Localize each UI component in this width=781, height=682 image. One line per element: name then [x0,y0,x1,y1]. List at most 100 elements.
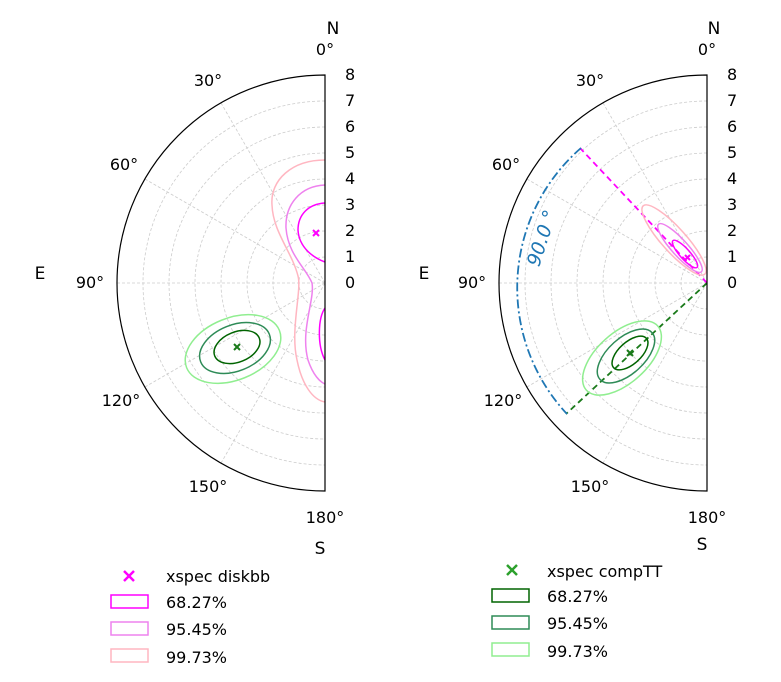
left-contours [184,159,326,403]
right-radial-label-1: 1 [727,247,737,266]
right-magenta-contour-68 [671,239,699,269]
right-legend-label-0: xspec compTT [547,562,663,581]
left-compass-south: S [315,539,326,559]
left-legend-label-0: xspec diskbb [166,567,270,586]
left-angle-label-120: 120° [102,391,141,410]
right-angle-label-120: 120° [484,391,523,410]
left-compass-north: N [327,19,340,39]
left-radial-label-0: 0 [345,273,355,292]
right-grid-ring-6 [550,126,708,440]
right-magenta-bestfit [684,254,691,261]
left-radial-label-1: 1 [345,247,355,266]
left-magenta-bestfit [312,229,320,237]
right-magenta-contour-95 [657,222,703,274]
left-compass-labels: N E S [35,19,340,559]
right-angle-tick-labels: 0° 30° 60° 90° 120° 150° 180° [458,40,726,527]
left-magenta-contour-95 [285,184,326,385]
right-legend-label-3: 99.73% [547,642,608,661]
left-grid-ring-6 [168,126,326,440]
right-radial-label-7: 7 [727,91,737,110]
left-radial-label-5: 5 [345,143,355,162]
left-radial-tick-labels: 0 1 2 3 4 5 6 7 8 [345,65,355,292]
right-compass-south: S [697,535,708,555]
right-compass-labels: N E S [419,19,721,555]
left-angle-label-0: 0° [316,40,334,59]
left-legend-label-1: 68.27% [166,593,227,612]
left-legend-marker-icon [123,570,135,582]
left-bestfit-markers [233,229,320,351]
right-green-bestfit [626,349,634,357]
left-panel: 0° 30° 60° 90° 120° 150° 180° 0 1 2 3 4 … [35,19,356,667]
right-legend-label-2: 95.45% [547,614,608,633]
left-angle-label-90: 90° [76,273,104,292]
left-green-contour-99 [184,313,282,385]
right-bestfit-markers [626,254,691,357]
left-radial-label-4: 4 [345,169,355,188]
right-angle-annotation: 90.0 ° [523,207,562,269]
right-angle-label-90: 90° [458,273,486,292]
right-radial-label-0: 0 [727,273,737,292]
left-legend: xspec diskbb 68.27% 95.45% 99.73% [110,567,270,667]
right-legend-patch-1 [491,588,530,603]
right-radial-label-8: 8 [727,65,737,84]
right-grid-ring-4 [602,178,708,388]
right-grid-spoke-30 [602,102,708,284]
right-radial-label-5: 5 [727,143,737,162]
right-guide-line-green [565,282,708,415]
left-legend-patch-3 [110,648,149,663]
left-legend-label-3: 99.73% [166,648,227,667]
right-compass-north: N [708,19,721,39]
left-legend-patch-2 [110,621,149,636]
left-grid-ring-4 [220,178,326,388]
left-radial-label-6: 6 [345,117,355,136]
right-grid-ring-5 [576,152,708,414]
right-radial-tick-labels: 0 1 2 3 4 5 6 7 8 [727,65,737,292]
right-angle-arc [516,147,582,415]
left-compass-east: E [35,264,46,284]
right-angle-label-0: 0° [698,40,716,59]
right-radial-label-3: 3 [727,195,737,214]
left-radial-label-8: 8 [345,65,355,84]
right-angle-label-150: 150° [571,477,610,496]
left-legend-patch-1 [110,594,149,609]
right-angle-label-180: 180° [688,508,727,527]
left-green-bestfit [233,343,241,351]
right-radial-label-6: 6 [727,117,737,136]
left-grid-ring-5 [194,152,326,414]
right-legend-patch-3 [491,642,530,657]
left-angle-label-60: 60° [110,155,138,174]
right-polar-frame [498,74,708,492]
right-contours [581,204,707,396]
left-green-contour-95 [198,321,272,375]
left-polar-frame [116,74,326,492]
left-grid [117,100,326,466]
right-green-contour-99 [581,320,663,396]
right-legend-label-1: 68.27% [547,587,608,606]
right-guide-lines [516,147,708,415]
left-angle-label-30: 30° [194,71,222,90]
left-magenta-contour-68 [297,202,326,263]
right-radial-label-2: 2 [727,221,737,240]
right-green-contour-68 [611,335,649,371]
right-magenta-contour-99 [641,204,707,276]
right-compass-east: E [419,264,430,284]
left-magenta-contour-99 [271,159,326,403]
left-green-contour-68 [213,329,261,365]
right-legend: xspec compTT 68.27% 95.45% 99.73% [491,562,663,661]
right-green-contour-95 [596,328,656,384]
left-legend-label-2: 95.45% [166,620,227,639]
left-radial-label-2: 2 [345,221,355,240]
right-angle-label-30: 30° [576,71,604,90]
right-angle-label-60: 60° [492,155,520,174]
left-radial-label-3: 3 [345,195,355,214]
left-radial-label-7: 7 [345,91,355,110]
right-legend-patch-2 [491,615,530,630]
left-angle-tick-labels: 0° 30° 60° 90° 120° 150° 180° [76,40,344,527]
right-panel: 90.0 ° 0° 30° 60° 90° 120° 150° 180° [419,19,738,661]
left-angle-label-150: 150° [189,477,228,496]
left-angle-label-180: 180° [306,508,345,527]
right-grid [499,100,708,466]
right-radial-label-4: 4 [727,169,737,188]
left-magenta-contour-68b [318,307,326,361]
